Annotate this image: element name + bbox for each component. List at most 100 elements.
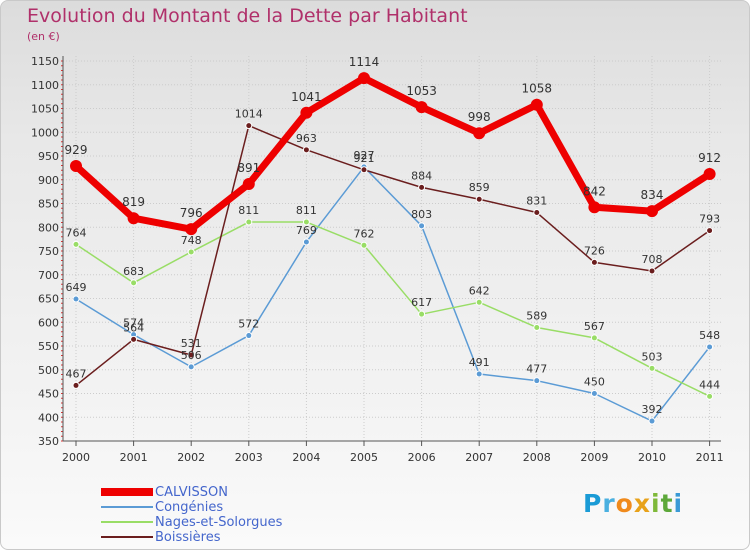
- data-label-boissi-res: 921: [354, 152, 375, 165]
- data-label-cong-nies: 574: [123, 317, 144, 330]
- point-boissi-res: [187, 351, 195, 359]
- data-label-cong-nies: 548: [699, 329, 720, 342]
- x-tick-label: 2008: [523, 451, 551, 464]
- data-labels: 649 574 506 572 769 927 803 491 477 450 392 548 764 6…: [65, 55, 722, 416]
- legend-label: Boissières: [155, 530, 221, 545]
- data-label-boissi-res: 884: [411, 169, 432, 182]
- point-cong-nies: [187, 363, 195, 371]
- point-boissi-res: [72, 381, 80, 389]
- x-tick-label: 2005: [350, 451, 378, 464]
- point-cong-nies: [533, 377, 541, 385]
- data-label-cong-nies: 572: [238, 318, 259, 331]
- point-cong-nies: [245, 332, 253, 340]
- point-nages-et-solorgues: [360, 241, 368, 249]
- data-label-boissi-res: 1014: [235, 108, 263, 121]
- point-calvisson: [300, 106, 313, 119]
- chart-subtitle: (en €): [27, 30, 60, 43]
- data-label-nages-et-solorgues: 503: [642, 350, 663, 363]
- data-label-nages-et-solorgues: 683: [123, 265, 144, 278]
- x-tick-label: 2001: [120, 451, 148, 464]
- logo-letter: o: [615, 489, 634, 518]
- data-label-nages-et-solorgues: 642: [469, 284, 490, 297]
- y-tick-label: 550: [38, 340, 59, 353]
- logo-letter: P: [583, 489, 603, 518]
- data-label-cong-nies: 491: [469, 356, 490, 369]
- point-calvisson: [242, 178, 255, 191]
- point-calvisson: [473, 127, 486, 140]
- data-label-boissi-res: 726: [584, 244, 605, 257]
- data-label-calvisson: 929: [65, 143, 88, 157]
- data-label-nages-et-solorgues: 444: [699, 378, 720, 391]
- y-tick-label: 1000: [31, 126, 59, 139]
- x-tick-label: 2000: [62, 451, 90, 464]
- point-calvisson: [70, 159, 82, 172]
- data-label-boissi-res: 859: [469, 181, 490, 194]
- data-label-calvisson: 998: [468, 110, 491, 124]
- point-nages-et-solorgues: [706, 392, 714, 400]
- point-boissi-res: [475, 195, 483, 203]
- point-boissi-res: [245, 122, 253, 130]
- point-cong-nies: [648, 417, 656, 425]
- y-tick-label: 750: [38, 245, 59, 258]
- data-label-nages-et-solorgues: 762: [354, 227, 375, 240]
- point-cong-nies: [418, 222, 426, 230]
- y-tick-label: 900: [38, 174, 59, 187]
- point-boissi-res: [418, 183, 426, 191]
- data-label-nages-et-solorgues: 811: [238, 204, 259, 217]
- data-label-cong-nies: 927: [354, 149, 375, 162]
- data-label-nages-et-solorgues: 811: [296, 204, 317, 217]
- y-tick-label: 350: [38, 435, 59, 448]
- series-line-cong-nies: [75, 166, 711, 422]
- y-tick-label: 950: [38, 150, 59, 163]
- data-label-nages-et-solorgues: 589: [526, 309, 547, 322]
- point-nages-et-solorgues: [130, 279, 138, 287]
- x-tick-label: 2011: [696, 451, 724, 464]
- y-tick-label: 600: [38, 316, 59, 329]
- logo-letter: i: [673, 489, 684, 518]
- legend-swatch: [101, 488, 153, 496]
- point-boissi-res: [360, 166, 368, 174]
- y-tick-label: 650: [38, 293, 59, 306]
- point-calvisson: [703, 168, 716, 181]
- point-nages-et-solorgues: [187, 248, 195, 256]
- point-calvisson: [530, 98, 543, 111]
- data-label-boissi-res: 831: [526, 195, 547, 208]
- logo-letter: i: [651, 489, 661, 518]
- data-label-cong-nies: 506: [181, 349, 202, 362]
- y-tick-label: 700: [38, 269, 59, 282]
- point-calvisson: [415, 101, 428, 114]
- x-tick-label: 2004: [292, 451, 320, 464]
- data-label-boissi-res: 793: [699, 213, 720, 226]
- data-label-calvisson: 891: [237, 161, 260, 175]
- series-line-nages-et-solorgues: [75, 221, 711, 398]
- logo-letter: x: [633, 489, 651, 518]
- y-tick-label: 400: [38, 411, 59, 424]
- legend-label: Congénies: [155, 500, 224, 515]
- data-label-boissi-res: 708: [642, 253, 663, 266]
- point-boissi-res: [706, 227, 714, 235]
- point-boissi-res: [302, 146, 310, 154]
- data-label-cong-nies: 803: [411, 208, 432, 221]
- point-boissi-res: [130, 335, 138, 343]
- point-calvisson: [646, 205, 658, 218]
- point-nages-et-solorgues: [418, 310, 426, 318]
- data-label-cong-nies: 649: [66, 281, 87, 294]
- data-label-boissi-res: 963: [296, 132, 317, 145]
- x-tick-label: 2002: [177, 451, 205, 464]
- series-line-boissi-res: [75, 124, 711, 387]
- legend-swatch: [101, 536, 153, 538]
- y-tick-label: 1050: [31, 103, 59, 116]
- y-tick-label: 850: [38, 198, 59, 211]
- point-nages-et-solorgues: [533, 323, 541, 331]
- x-tick-label: 2010: [638, 451, 666, 464]
- logo-letter: t: [660, 489, 674, 518]
- y-tick-label: 500: [38, 364, 59, 377]
- data-label-calvisson: 796: [180, 206, 203, 220]
- data-label-nages-et-solorgues: 764: [66, 226, 87, 239]
- point-calvisson: [358, 72, 370, 85]
- x-tick-label: 2009: [580, 451, 608, 464]
- data-label-calvisson: 1041: [291, 90, 322, 104]
- data-label-nages-et-solorgues: 567: [584, 320, 605, 333]
